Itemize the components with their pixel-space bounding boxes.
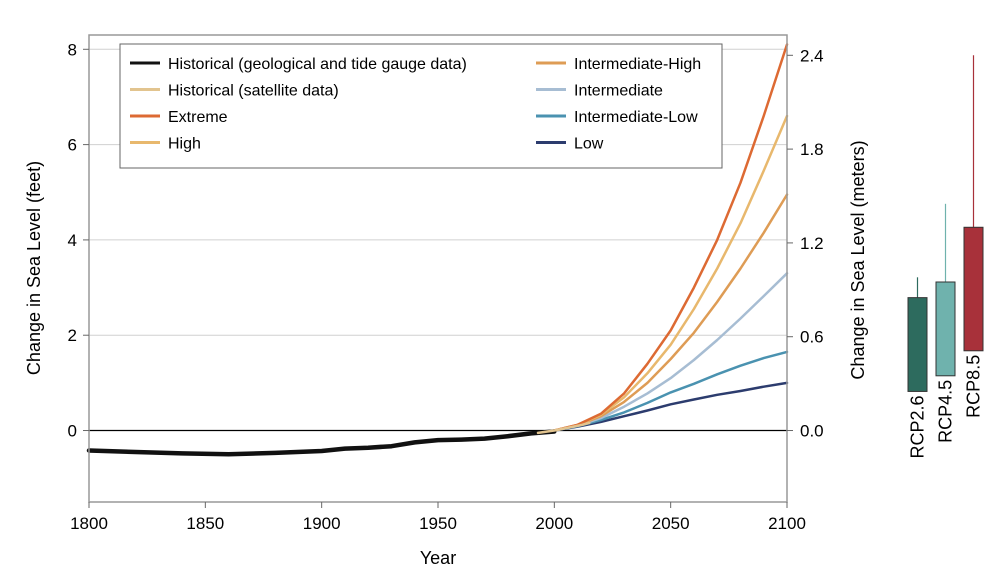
- series-line-low: [553, 381, 789, 432]
- rcp-box-rcp26: [907, 297, 928, 392]
- legend-label: Extreme: [168, 109, 228, 126]
- x-tick-label: 1850: [186, 514, 224, 533]
- x-axis-ticks: 1800 1850 1900 1950 2000 2050 2100: [70, 502, 806, 533]
- series-line-historical-satellite-data: [536, 421, 591, 435]
- x-tick-label: 2050: [652, 514, 690, 533]
- series-line-intermediate-low: [553, 350, 789, 432]
- y-left-tick-label: 6: [68, 136, 77, 155]
- legend-label: High: [168, 136, 201, 153]
- legend: Historical (geological and tide gauge da…: [119, 43, 723, 169]
- legend-label: Historical (geological and tide gauge da…: [168, 56, 467, 73]
- series-line-extreme: [553, 43, 789, 432]
- y-axis-left-ticks: 0 2 4 6 8: [68, 40, 89, 441]
- x-axis-title: Year: [420, 548, 456, 568]
- rcp-label: RCP4.5: [936, 380, 956, 443]
- legend-label: Historical (satellite data): [168, 83, 339, 100]
- rcp-label: RCP2.6: [908, 395, 928, 458]
- y-axis-left-title: Change in Sea Level (feet): [24, 161, 44, 375]
- x-tick-label: 1900: [303, 514, 341, 533]
- series-line-intermediate: [553, 272, 789, 432]
- y-right-tick-label: 1.2: [800, 234, 824, 253]
- legend-label: Low: [574, 136, 604, 153]
- x-tick-label: 2000: [535, 514, 573, 533]
- legend-label: Intermediate-High: [574, 56, 701, 73]
- series-line-historical-geological-and-tide-gauge-data: [86, 429, 557, 457]
- x-tick-label: 1800: [70, 514, 108, 533]
- y-right-tick-label: 2.4: [800, 46, 824, 65]
- y-right-tick-label: 0.0: [800, 422, 824, 441]
- y-left-tick-label: 8: [68, 40, 77, 59]
- y-left-tick-label: 4: [68, 231, 77, 250]
- rcp-projection-boxes: RCP2.6 RCP4.5 RCP8.5: [907, 55, 984, 458]
- x-tick-label: 2100: [768, 514, 806, 533]
- y-axis-right-ticks: 0.0 0.6 1.2 1.8 2.4: [787, 46, 824, 441]
- legend-label: Intermediate-Low: [574, 109, 698, 126]
- y-right-tick-label: 1.8: [800, 140, 824, 159]
- x-tick-label: 1950: [419, 514, 457, 533]
- y-axis-right-title: Change in Sea Level (meters): [848, 140, 868, 379]
- y-left-tick-label: 0: [68, 422, 77, 441]
- legend-box: [119, 43, 723, 169]
- rcp-box-rcp45: [935, 281, 956, 377]
- y-left-tick-label: 2: [68, 326, 77, 345]
- rcp-label: RCP8.5: [964, 355, 984, 418]
- series-line-intermediate-high: [553, 193, 789, 432]
- series-lines: [86, 43, 789, 457]
- y-right-tick-label: 0.6: [800, 328, 824, 347]
- legend-label: Intermediate: [574, 83, 663, 100]
- rcp-box-rcp85: [963, 226, 984, 352]
